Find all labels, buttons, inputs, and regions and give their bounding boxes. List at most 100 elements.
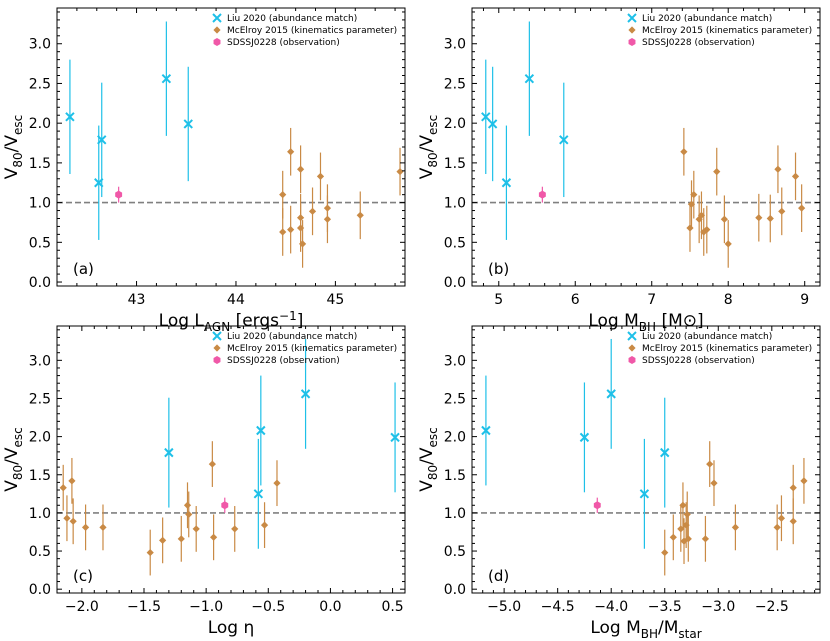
y-tick-label: 0.0 bbox=[29, 275, 51, 291]
liu-marker bbox=[501, 178, 512, 188]
x-axis-label: Log η bbox=[208, 618, 255, 638]
legend-label-liu: Liu 2020 (abundance match) bbox=[642, 332, 772, 342]
mcelroy-marker bbox=[679, 501, 687, 509]
sdss-marker bbox=[221, 501, 229, 510]
mcelroy-marker bbox=[81, 523, 90, 531]
y-tick-label: 0.5 bbox=[444, 544, 466, 560]
legend-label-mcelroy: McElroy 2015 (kinematics parameter) bbox=[642, 26, 812, 36]
liu-marker bbox=[300, 389, 311, 399]
sdss-marker bbox=[538, 190, 546, 199]
mcelroy-marker bbox=[279, 191, 287, 199]
mcelroy-marker bbox=[192, 525, 200, 533]
mcelroy-marker bbox=[208, 460, 216, 468]
liu-marker bbox=[639, 489, 650, 499]
mcelroy-marker bbox=[356, 211, 364, 219]
liu-marker bbox=[487, 119, 498, 129]
mcelroy-marker bbox=[308, 207, 317, 215]
sdss-marker bbox=[115, 190, 123, 199]
panel-label: (c) bbox=[73, 567, 93, 585]
liu-marker bbox=[481, 425, 491, 436]
sdss-marker bbox=[593, 501, 601, 510]
series-liu bbox=[65, 21, 193, 240]
plot-frame bbox=[471, 7, 821, 287]
mcelroy-marker bbox=[183, 501, 192, 509]
mcelroy-marker bbox=[298, 240, 307, 248]
mcelroy-marker bbox=[773, 523, 781, 531]
x-tick-label: −4.5 bbox=[541, 599, 575, 615]
series-sdss bbox=[593, 497, 601, 513]
mcelroy-marker bbox=[231, 525, 239, 533]
mcelroy-marker bbox=[684, 535, 692, 543]
legend-label-liu: Liu 2020 (abundance match) bbox=[642, 14, 772, 24]
series-liu bbox=[481, 21, 569, 240]
legend-label-sdss: SDSSJ0228 (observation) bbox=[642, 38, 755, 48]
liu-marker bbox=[212, 331, 222, 341]
x-axis-label: Log MBH [M⊙] bbox=[588, 311, 703, 334]
mcelroy-marker bbox=[628, 26, 636, 34]
mcelroy-marker bbox=[701, 535, 710, 543]
y-tick-label: 2.0 bbox=[29, 116, 51, 132]
mcelroy-marker bbox=[396, 168, 404, 176]
legend-label-sdss: SDSSJ0228 (observation) bbox=[642, 356, 755, 366]
series-mcelroy bbox=[680, 127, 806, 268]
series-liu bbox=[481, 338, 670, 549]
y-tick-label: 1.0 bbox=[444, 506, 466, 522]
y-tick-label: 2.5 bbox=[29, 391, 51, 407]
x-tick-label: 6 bbox=[571, 292, 580, 308]
liu-marker bbox=[65, 112, 75, 122]
mcelroy-marker bbox=[159, 536, 167, 544]
x-axis-label: Log LAGN [ergs−1] bbox=[159, 309, 304, 334]
mcelroy-marker bbox=[680, 148, 688, 156]
legend-label-sdss: SDSSJ0228 (observation) bbox=[227, 38, 340, 48]
series-mcelroy bbox=[59, 441, 281, 576]
mcelroy-marker bbox=[185, 510, 193, 519]
mcelroy-marker bbox=[683, 510, 691, 519]
mcelroy-marker bbox=[724, 240, 732, 248]
mcelroy-marker bbox=[210, 533, 218, 541]
y-tick-label: 0.0 bbox=[444, 582, 466, 598]
mcelroy-marker bbox=[789, 517, 797, 525]
x-tick-label: −2.0 bbox=[65, 599, 99, 615]
sdss-marker bbox=[213, 38, 221, 46]
liu-marker bbox=[253, 489, 264, 499]
mcelroy-marker bbox=[316, 172, 325, 180]
y-tick-label: 2.0 bbox=[444, 430, 466, 446]
mcelroy-marker bbox=[99, 523, 107, 531]
mcelroy-marker bbox=[323, 215, 332, 223]
panel-b: 0.0 0.5 1.0 1.5 2.0 2.5 3.0 5 6 7 8 9 (b) Liu 2020 (a… bbox=[417, 7, 821, 334]
mcelroy-marker bbox=[710, 479, 718, 487]
y-tick-label: 0.5 bbox=[29, 235, 51, 251]
series-liu bbox=[164, 338, 400, 549]
mcelroy-marker bbox=[273, 479, 281, 487]
liu-marker bbox=[256, 425, 266, 436]
panel-c: 0.0 0.5 1.0 1.5 2.0 2.5 3.0 −2.0 −1.5 −1.0 −0.5 0.0… bbox=[2, 325, 406, 638]
x-tick-label: −1.0 bbox=[189, 599, 223, 615]
x-tick-label: −5.0 bbox=[487, 599, 521, 615]
x-tick-label: 9 bbox=[800, 292, 809, 308]
y-tick-label: 2.5 bbox=[444, 391, 466, 407]
plot-frame bbox=[56, 7, 406, 287]
x-tick-label: −4.0 bbox=[594, 599, 628, 615]
liu-marker bbox=[559, 135, 569, 145]
mcelroy-marker bbox=[146, 548, 154, 557]
sdss-marker bbox=[628, 38, 636, 46]
x-tick-label: −1.5 bbox=[127, 599, 161, 615]
liu-marker bbox=[161, 73, 172, 84]
legend-label-sdss: SDSSJ0228 (observation) bbox=[227, 356, 340, 366]
mcelroy-marker bbox=[798, 204, 806, 212]
mcelroy-marker bbox=[766, 214, 774, 223]
x-tick-label: 8 bbox=[724, 292, 733, 308]
panel-label: (b) bbox=[488, 260, 509, 278]
series-sdss bbox=[221, 497, 229, 513]
y-tick-label: 1.5 bbox=[29, 156, 51, 172]
liu-marker bbox=[212, 13, 222, 23]
panel-label: (a) bbox=[73, 260, 94, 278]
liu-marker bbox=[579, 432, 590, 443]
mcelroy-marker bbox=[677, 525, 685, 533]
y-axis-label: V80/Vesc bbox=[417, 427, 440, 492]
panel-d: 0.0 0.5 1.0 1.5 2.0 2.5 3.0 −5.0 −4.5 −4.0 −3.5 −3.… bbox=[417, 325, 821, 641]
mcelroy-marker bbox=[731, 523, 740, 531]
liu-marker bbox=[606, 389, 616, 399]
legend-label-liu: Liu 2020 (abundance match) bbox=[227, 14, 357, 24]
mcelroy-marker bbox=[774, 165, 782, 173]
